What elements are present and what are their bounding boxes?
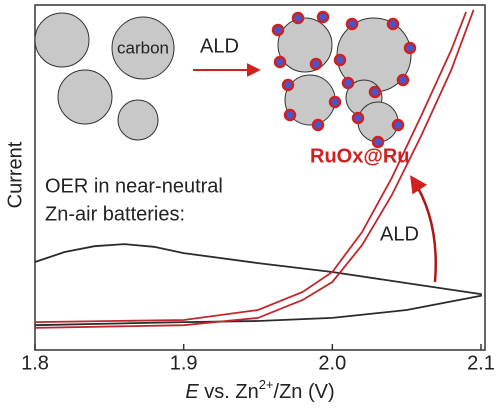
annotation: RuOx@Ru: [310, 145, 410, 167]
annotation: Zn-air batteries:: [45, 203, 185, 225]
ald-curved-arrow: [410, 175, 437, 283]
annotation: ALD: [380, 223, 419, 245]
y-axis-label: Current: [4, 141, 26, 208]
x-tick-label: 2.0: [318, 352, 346, 374]
annotation: ALD: [200, 35, 239, 57]
annotation: OER in near-neutral: [45, 175, 223, 197]
illustration: [34, 12, 412, 143]
ru-particles: [271, 10, 417, 149]
x-axis-label-part: E: [185, 381, 199, 403]
x-tick-label: 1.8: [21, 352, 49, 374]
x-axis-label-part: /Zn (V): [274, 381, 335, 403]
x-tick-label: 1.9: [170, 352, 198, 374]
curve: [35, 9, 475, 329]
x-tick-label: 2.1: [467, 352, 495, 374]
annotation: carbon: [117, 38, 169, 57]
plot-frame: [34, 4, 486, 351]
x-axis-label-part: vs. Zn: [199, 381, 259, 403]
x-axis-label-part: 2+: [259, 377, 274, 392]
plot-area: [35, 9, 482, 329]
curve: [35, 243, 482, 327]
x-axis-label: E vs. Zn2+/Zn (V): [185, 377, 334, 403]
curve: [35, 11, 467, 323]
